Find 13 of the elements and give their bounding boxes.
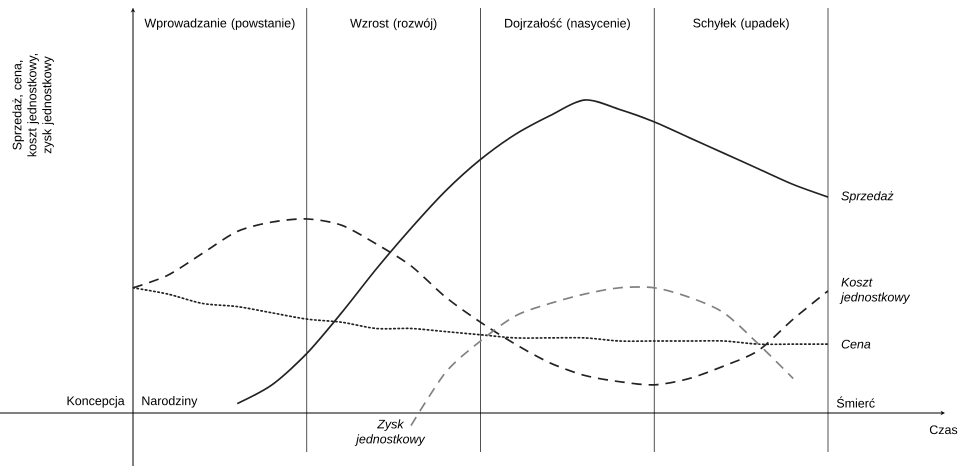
text: Dojrzałość (nasycenie): [505, 18, 630, 30]
series-label: Sprzedaż: [841, 191, 894, 203]
annotation: Narodziny: [142, 396, 198, 408]
series-label: Cena: [842, 340, 870, 349]
text: Wprowadzanie (powstanie): [144, 18, 295, 30]
annotation: Śmierć: [836, 396, 875, 408]
series-label: Zysk jednostkowy: [354, 419, 426, 446]
text: Czas: [930, 425, 958, 434]
annotation: Koncepcja: [68, 396, 125, 408]
text: Schyłek (upadek): [693, 18, 789, 30]
text: Wzrost (rozwój): [350, 18, 436, 30]
series-label: Koszt jednostkowy: [840, 278, 910, 304]
y-axis-title: Sprzedaż, cena, koszt jednostkowy, zysk jednostkowy: [12, 54, 54, 156]
